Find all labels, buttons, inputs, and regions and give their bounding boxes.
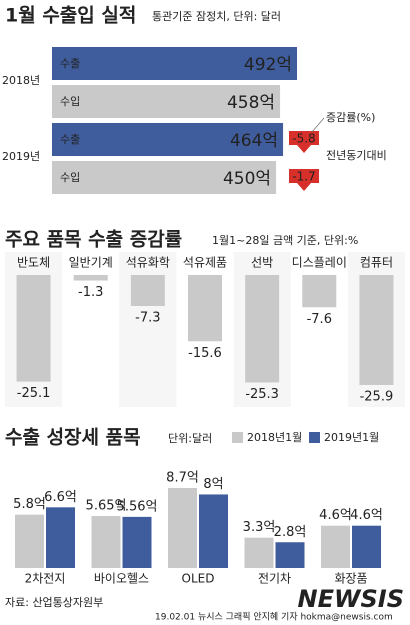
category-label: OLED [182, 572, 215, 586]
bar [199, 494, 228, 568]
category-label: 디스플레이 [292, 256, 347, 270]
value-label: 8억 [203, 477, 223, 492]
category-label: 2차전지 [25, 572, 66, 586]
value-label: 5.8억 [13, 497, 46, 512]
bar [244, 537, 274, 568]
bar [46, 507, 75, 568]
value-label: 492억 [244, 55, 292, 75]
bar [302, 275, 337, 308]
bar [275, 542, 305, 568]
watermark: NEWSIS [298, 585, 404, 613]
bar [130, 275, 165, 307]
value-label: 8.7억 [166, 471, 199, 486]
bar [245, 275, 280, 383]
series-name: 수출 [60, 57, 80, 70]
bar [52, 123, 284, 156]
bar [15, 514, 44, 568]
series-name: 수입 [60, 171, 80, 184]
change-value: -5.8 [292, 132, 315, 146]
section-subtitle: 통관기준 잠정치, 단위: 달러 [152, 10, 281, 23]
section-title: 1월 수출입 실적 [5, 5, 136, 27]
series-name: 수입 [60, 95, 80, 108]
year-label: 2018년 [2, 74, 40, 87]
value-label: 2.8억 [274, 525, 307, 540]
connector [311, 117, 325, 133]
bar [321, 525, 350, 568]
category-label: 반도체 [17, 256, 50, 270]
value-label: 4.6억 [350, 508, 383, 523]
value-label: -7.3 [135, 311, 160, 326]
section-title: 수출 성장세 품목 [5, 427, 141, 449]
year-label: 2019년 [2, 150, 40, 163]
value-label: -25.1 [17, 386, 51, 401]
bar [91, 516, 121, 568]
change-value: -1.7 [292, 170, 315, 184]
category-label: 선박 [251, 256, 273, 270]
change-title: 증감률(%) [326, 111, 375, 124]
change-arrow [289, 169, 319, 191]
bar [16, 275, 51, 382]
bar [52, 85, 281, 118]
section-subtitle: 1월1~28일 금액 기준, 단위:% [212, 233, 358, 247]
bar [188, 275, 222, 342]
change-subtitle: 전년동기대비 [326, 149, 387, 162]
section-title: 주요 품목 수출 증감률 [5, 229, 182, 251]
category-label: 전기차 [258, 572, 291, 586]
value-label: 3.3억 [243, 520, 276, 535]
category-label: 일반기계 [69, 256, 113, 270]
series-name: 수출 [60, 133, 80, 146]
value-label: 4.6억 [319, 508, 352, 523]
bar [52, 47, 297, 80]
legend-label: 2018년1월 [247, 431, 302, 444]
source: 자료: 산업통상자원부 [5, 596, 103, 609]
bar [359, 275, 394, 385]
value-label: -15.6 [188, 346, 222, 361]
bar [168, 488, 197, 568]
value-label: -25.3 [245, 387, 279, 402]
bar [122, 516, 152, 568]
category-label: 컴퓨터 [360, 256, 393, 270]
bar [73, 275, 108, 281]
category-label: 화장품 [334, 572, 367, 586]
value-label: 450억 [223, 169, 271, 189]
category-label: 석유화학 [126, 256, 170, 270]
credit: 19.02.01 뉴시스 그래픽 안지혜 기자 hokma@newsis.com [155, 611, 393, 623]
change-arrow [289, 131, 319, 153]
bar [352, 525, 381, 568]
value-label: -7.6 [307, 312, 332, 327]
section-subtitle: 단위:달러 [168, 432, 212, 445]
legend-swatch [309, 432, 320, 443]
value-label: -1.3 [78, 285, 103, 300]
bar [52, 161, 277, 194]
value-label: 5.65억 [86, 499, 127, 514]
value-label: 6.6억 [44, 490, 77, 505]
value-label: 464억 [230, 131, 278, 151]
category-label: 바이오헬스 [94, 572, 149, 586]
legend-label: 2019년1월 [324, 431, 379, 444]
value-label: -25.9 [360, 390, 394, 405]
legend-swatch [232, 432, 243, 443]
value-label: 458억 [227, 93, 275, 113]
category-label: 석유제품 [183, 256, 227, 270]
value-label: 5.56억 [117, 499, 158, 514]
